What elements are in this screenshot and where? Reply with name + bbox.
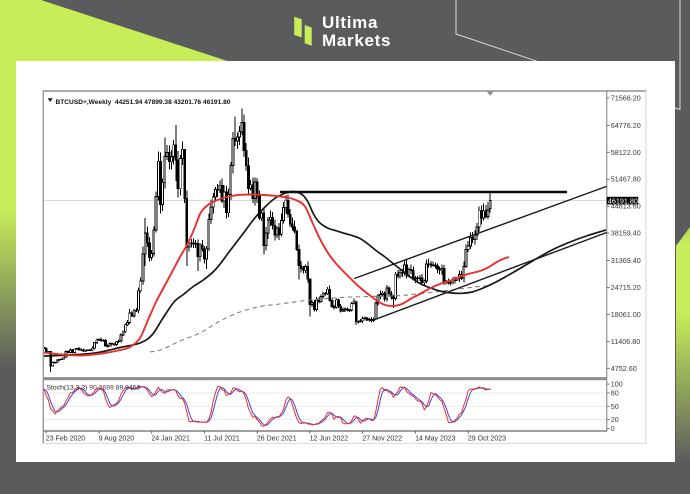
svg-text:18061.00: 18061.00 [611, 310, 641, 319]
svg-text:0: 0 [611, 424, 615, 433]
svg-text:14 May 2023: 14 May 2023 [415, 436, 456, 443]
svg-text:20: 20 [611, 415, 619, 424]
svg-text:80: 80 [611, 389, 619, 398]
svg-text:24715.20: 24715.20 [611, 283, 641, 292]
svg-text:51467.80: 51467.80 [611, 175, 641, 184]
svg-text:BTCUSD+,Weekly 44251.94 47899: BTCUSD+,Weekly 44251.94 47899.38 43201.7… [56, 99, 231, 106]
svg-text:38159.40: 38159.40 [611, 229, 641, 238]
svg-text:64776.20: 64776.20 [611, 121, 641, 130]
svg-text:44813.60: 44813.60 [611, 202, 641, 211]
svg-text:58122.00: 58122.00 [611, 148, 641, 157]
svg-text:11406.80: 11406.80 [611, 337, 640, 346]
svg-text:27 Nov 2022: 27 Nov 2022 [362, 436, 402, 443]
svg-text:11 Jul 2021: 11 Jul 2021 [204, 436, 240, 443]
svg-text:26 Dec 2021: 26 Dec 2021 [257, 436, 297, 443]
svg-text:9 Aug 2020: 9 Aug 2020 [99, 436, 135, 443]
svg-text:71566.20: 71566.20 [611, 93, 641, 102]
svg-text:29 Oct 2023: 29 Oct 2023 [468, 436, 506, 443]
svg-text:46191.80: 46191.80 [608, 196, 638, 205]
svg-text:31369.40: 31369.40 [611, 256, 641, 265]
svg-text:4752.60: 4752.60 [611, 364, 637, 373]
svg-text:100: 100 [611, 380, 623, 389]
svg-text:50: 50 [611, 402, 619, 411]
svg-text:Stoch(13,3,3) 90.3689 89.9463: Stoch(13,3,3) 90.3689 89.9463 [47, 384, 141, 391]
svg-text:24 Jan 2021: 24 Jan 2021 [151, 436, 190, 443]
svg-text:23 Feb 2020: 23 Feb 2020 [46, 436, 85, 443]
svg-text:12 Jun 2022: 12 Jun 2022 [310, 436, 349, 443]
